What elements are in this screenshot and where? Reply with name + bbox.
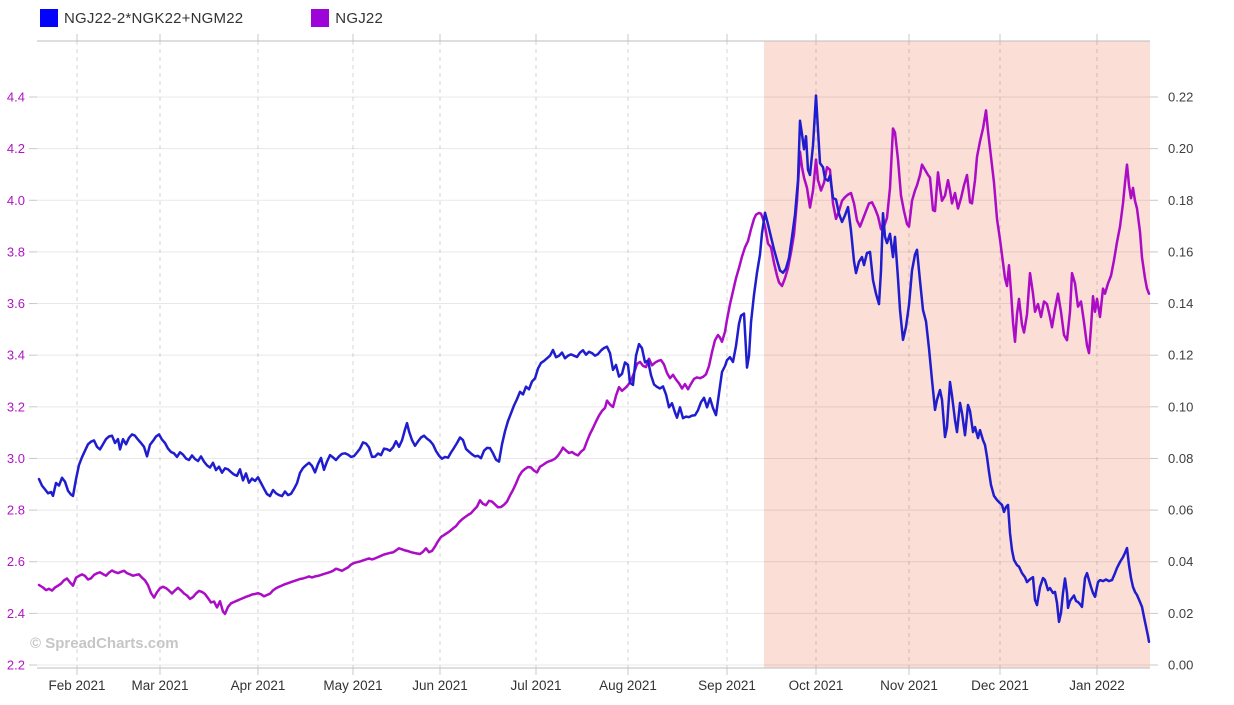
svg-text:Jul 2021: Jul 2021 — [510, 678, 561, 693]
legend-item-ngj22[interactable]: NGJ22 — [311, 9, 383, 27]
horizontal-gridlines — [37, 96, 1150, 666]
svg-text:Oct 2021: Oct 2021 — [789, 678, 844, 693]
svg-text:Apr 2021: Apr 2021 — [231, 678, 286, 693]
spread-series-swatch-icon — [40, 9, 58, 27]
ngj22-series-label: NGJ22 — [335, 9, 383, 27]
svg-text:Aug 2021: Aug 2021 — [599, 678, 657, 693]
svg-text:2.2: 2.2 — [7, 658, 25, 673]
svg-text:Jun 2021: Jun 2021 — [412, 678, 468, 693]
svg-text:0.10: 0.10 — [1168, 399, 1193, 414]
svg-text:0.02: 0.02 — [1168, 606, 1193, 621]
ngj22-series-swatch-icon — [311, 9, 330, 27]
axis-ticks — [29, 34, 1158, 675]
x-axis-labels: Feb 2021 Mar 2021 Apr 2021 May 2021 Jun 2021… — [48, 678, 1124, 693]
svg-text:0.08: 0.08 — [1168, 451, 1193, 466]
svg-text:3.2: 3.2 — [7, 399, 25, 414]
svg-text:May 2021: May 2021 — [323, 678, 382, 693]
right-axis-labels: 0.00 0.02 0.04 0.06 0.08 0.10 0.12 0.14 0.16 0.18… — [1168, 90, 1193, 673]
svg-text:4.0: 4.0 — [7, 193, 25, 208]
svg-text:2.4: 2.4 — [7, 606, 25, 621]
series-line-ngj22 — [37, 109, 1151, 616]
svg-text:Nov 2021: Nov 2021 — [880, 678, 938, 693]
svg-text:Mar 2021: Mar 2021 — [131, 678, 188, 693]
svg-text:0.06: 0.06 — [1168, 503, 1193, 518]
vertical-gridlines — [76, 41, 1098, 668]
svg-text:0.22: 0.22 — [1168, 90, 1193, 105]
legend: NGJ22-2*NGK22+NGM22 NGJ22 — [40, 9, 383, 27]
svg-text:Dec 2021: Dec 2021 — [971, 678, 1029, 693]
svg-text:2.6: 2.6 — [7, 554, 25, 569]
svg-text:0.18: 0.18 — [1168, 193, 1193, 208]
svg-text:3.0: 3.0 — [7, 451, 25, 466]
svg-text:Jan 2022: Jan 2022 — [1069, 678, 1125, 693]
legend-item-spread[interactable]: NGJ22-2*NGK22+NGM22 — [40, 9, 243, 27]
svg-text:0.12: 0.12 — [1168, 348, 1193, 363]
svg-text:Feb 2021: Feb 2021 — [48, 678, 105, 693]
highlight-region — [764, 41, 1150, 668]
svg-text:4.2: 4.2 — [7, 141, 25, 156]
svg-text:2.8: 2.8 — [7, 503, 25, 518]
svg-text:3.4: 3.4 — [7, 348, 25, 363]
svg-text:0.04: 0.04 — [1168, 554, 1193, 569]
svg-text:0.16: 0.16 — [1168, 244, 1193, 259]
watermark: © SpreadCharts.com — [30, 635, 179, 652]
svg-text:0.00: 0.00 — [1168, 658, 1193, 673]
svg-text:4.4: 4.4 — [7, 90, 25, 105]
svg-text:3.8: 3.8 — [7, 244, 25, 259]
svg-text:Sep 2021: Sep 2021 — [698, 678, 756, 693]
svg-text:0.14: 0.14 — [1168, 296, 1193, 311]
spread-series-label: NGJ22-2*NGK22+NGM22 — [64, 9, 244, 27]
svg-text:0.20: 0.20 — [1168, 141, 1193, 156]
left-axis-labels: 2.2 2.4 2.6 2.8 3.0 3.2 3.4 3.6 3.8 4.0 4.2 4.4 — [7, 90, 25, 673]
svg-text:3.6: 3.6 — [7, 296, 25, 311]
series-line-spread — [37, 94, 1151, 644]
